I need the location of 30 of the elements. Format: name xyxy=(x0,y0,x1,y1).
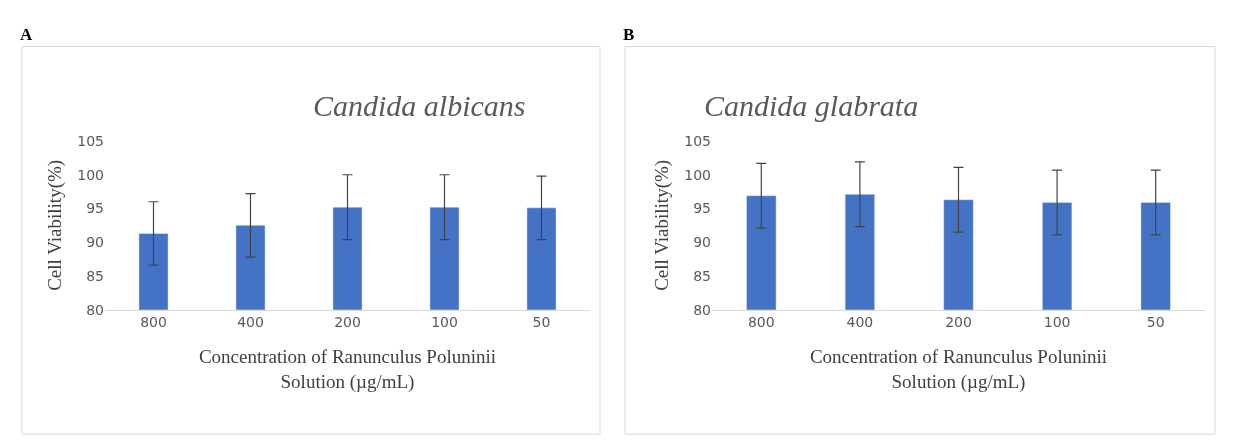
y-axis-title: Cell Viability(%) xyxy=(651,159,674,291)
x-tick-label: 100 xyxy=(431,314,458,331)
y-tick-label: 85 xyxy=(86,267,104,284)
text: A xyxy=(20,25,33,44)
chart-title: Candida albicans xyxy=(313,89,526,122)
y-tick-label: 100 xyxy=(77,166,104,183)
x-tick-label: 200 xyxy=(945,314,972,331)
x-tick-label: 50 xyxy=(532,314,551,331)
y-tick-label: 105 xyxy=(684,132,711,149)
y-tick-label: 80 xyxy=(86,301,104,318)
x-axis-title: Concentration of Ranunculus Poluninii Solution (µg/mL) xyxy=(198,346,497,393)
x-tick-label: 100 xyxy=(1043,314,1071,331)
x-tick-label: 400 xyxy=(846,314,874,331)
x-tick-label: 400 xyxy=(237,314,264,331)
y-tick-label: 100 xyxy=(684,166,711,183)
y-tick-label: 95 xyxy=(693,200,711,217)
text: B xyxy=(623,25,635,44)
x-tick-label: 200 xyxy=(334,314,361,331)
y-axis-title: Cell Viability(%) xyxy=(44,159,67,291)
y-tick-label: 90 xyxy=(86,234,104,251)
y-tick-label: 85 xyxy=(693,267,711,284)
y-tick-label: 80 xyxy=(693,301,711,318)
y-tick-label: 105 xyxy=(77,132,104,149)
chart-title: Candida glabrata xyxy=(704,89,919,122)
x-axis-title: Concentration of Ranunculus Poluninii Solution (µg/mL) xyxy=(809,346,1108,393)
y-tick-label: 95 xyxy=(86,200,104,217)
x-tick-label: 800 xyxy=(747,314,775,331)
y-tick-label: 90 xyxy=(693,234,711,251)
x-tick-label: 800 xyxy=(140,314,167,331)
x-tick-label: 50 xyxy=(1146,314,1165,331)
